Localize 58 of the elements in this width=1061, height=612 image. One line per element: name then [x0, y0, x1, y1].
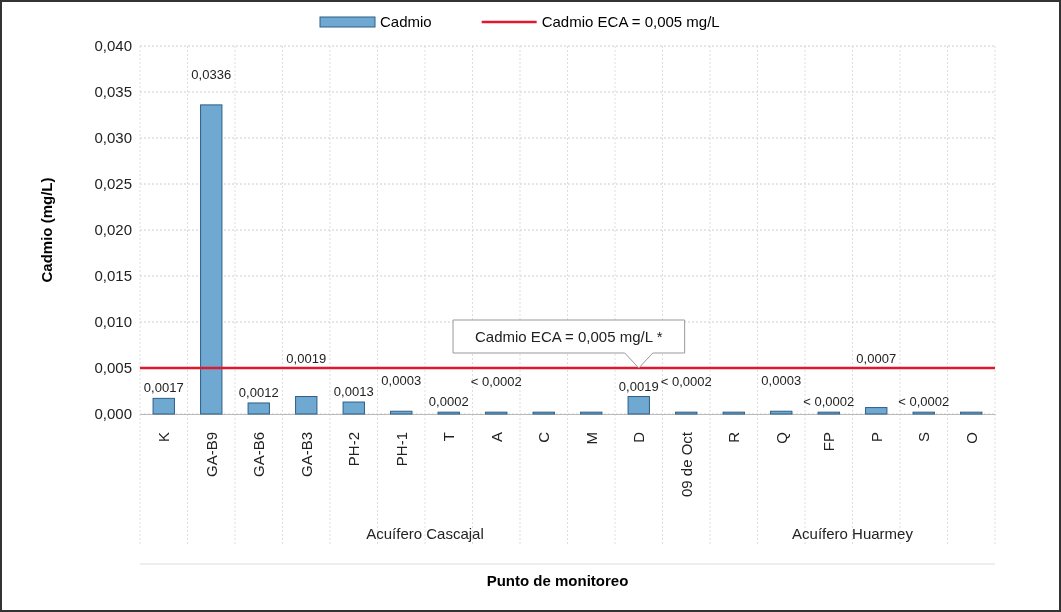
y-tick-label: 0,010 [94, 313, 132, 331]
x-tick-label: S [915, 432, 932, 443]
x-tick-label: D [630, 431, 647, 443]
x-tick-label: GA-B9 [202, 432, 220, 478]
bar [200, 104, 223, 415]
y-tick-label: 0,025 [94, 175, 132, 193]
bar [152, 397, 175, 415]
x-tick-label: GA-B3 [297, 432, 315, 478]
data-label: 0,0002 [428, 394, 469, 410]
data-label: < 0,0002 [898, 394, 950, 410]
y-tick-label: 0,000 [94, 405, 132, 423]
y-tick-label: 0,015 [94, 267, 132, 285]
x-tick-label: R [725, 431, 742, 443]
data-label: 0,0017 [143, 380, 184, 396]
legend-label: Cadmio [380, 13, 432, 30]
x-tick-label: K [155, 432, 172, 443]
data-label: < 0,0002 [803, 394, 855, 410]
bar [770, 410, 793, 415]
x-tick-label: C [535, 431, 552, 443]
x-axis-title: Punto de monitoreo [486, 572, 629, 589]
data-label: 0,0336 [191, 66, 232, 82]
y-tick-label: 0,040 [94, 37, 132, 55]
bar [865, 407, 888, 415]
data-label: 0,0012 [238, 384, 279, 400]
data-label: 0,0013 [333, 384, 374, 400]
x-tick-label: P [867, 432, 885, 443]
y-tick-label: 0,005 [94, 359, 132, 377]
text: Acuífero Cascajal [366, 525, 484, 542]
x-tick-label: 09 de Oct [677, 431, 695, 498]
bar [295, 396, 318, 415]
y-tick-label: 0,020 [94, 221, 132, 239]
x-tick-label: T [440, 432, 457, 442]
bar [627, 396, 650, 415]
data-label: 0,0019 [618, 378, 659, 394]
bar [390, 410, 413, 415]
y-axis-title: Cadmio (mg/L) [38, 177, 55, 283]
data-label: 0,0003 [761, 373, 802, 389]
x-tick-label: Q [772, 432, 790, 444]
callout-box: Cadmio ECA = 0,005 mg/L * [452, 319, 686, 369]
data-label: < 0,0002 [660, 374, 712, 390]
bar [342, 401, 365, 415]
y-tick-label: 0,030 [94, 129, 132, 147]
x-tick-label: GA-B6 [250, 432, 267, 478]
data-label: 0,0003 [381, 373, 422, 389]
x-tick-label: FP [820, 432, 837, 452]
x-tick-label: PH-1 [392, 432, 410, 467]
y-tick-label: 0,035 [94, 83, 132, 101]
data-label: 0,0019 [286, 351, 327, 366]
legend-label: Cadmio ECA = 0,005 mg/L [541, 13, 720, 30]
x-tick-label: M [582, 432, 600, 445]
x-tick-label: O [962, 432, 980, 444]
data-label: < 0,0002 [470, 374, 522, 390]
x-tick-label: A [487, 432, 505, 443]
bar [247, 402, 270, 415]
x-tick-label: PH-2 [345, 432, 362, 467]
data-label: 0,0007 [856, 351, 897, 366]
text: Acuífero Huarmey [792, 525, 914, 542]
annotation: Cadmio ECA = 0,005 mg/L * [475, 328, 663, 345]
